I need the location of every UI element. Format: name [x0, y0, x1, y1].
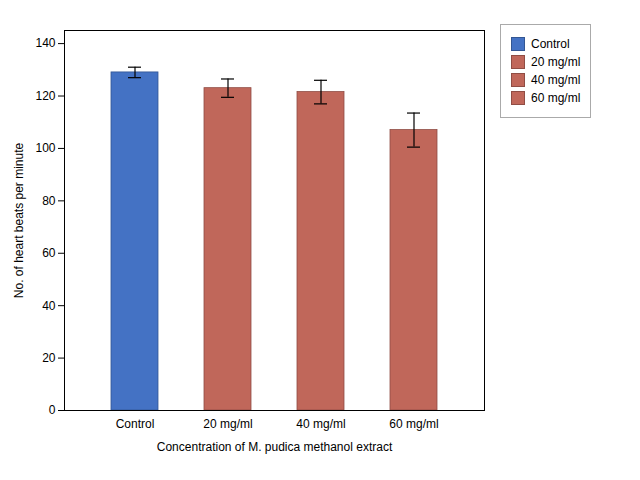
svg-text:120: 120 [35, 89, 55, 103]
svg-text:40: 40 [42, 299, 56, 313]
svg-text:80: 80 [42, 194, 56, 208]
svg-text:140: 140 [35, 36, 55, 50]
html-text:Control: Control [531, 37, 570, 51]
html-text:60 mg/ml: 60 mg/ml [531, 91, 581, 105]
svg-text:Control: Control [116, 417, 155, 431]
svg-text:40 mg/ml: 40 mg/ml [296, 417, 345, 431]
svg-text:No. of heart beats per minute: No. of heart beats per minute [12, 142, 26, 298]
svg-text:20 mg/ml: 20 mg/ml [203, 417, 252, 431]
html-text:20 mg/ml: 20 mg/ml [531, 55, 581, 69]
svg-text:20: 20 [42, 351, 56, 365]
svg-text:Concentration of M. pudica met: Concentration of M. pudica methanol extr… [157, 440, 393, 454]
svg-text:100: 100 [35, 141, 55, 155]
svg-text:0: 0 [49, 403, 56, 417]
svg-text:60: 60 [42, 246, 56, 260]
svg-text:60 mg/ml: 60 mg/ml [389, 417, 438, 431]
html-text:40 mg/ml: 40 mg/ml [531, 73, 581, 87]
